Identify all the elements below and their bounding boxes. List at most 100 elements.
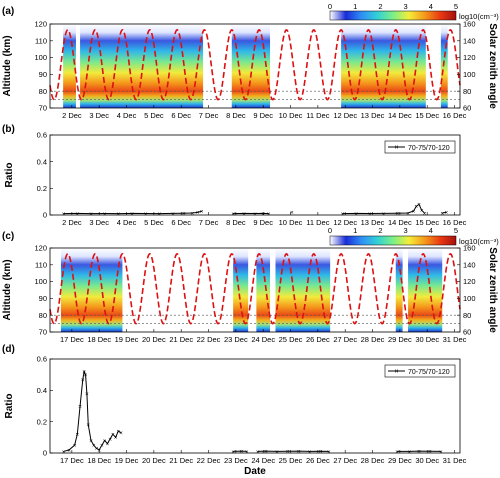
line-b-series: ×××××××××××××××××××××××××××××××× xyxy=(62,202,449,218)
ratio-point-marker: × xyxy=(78,403,82,410)
density-interval xyxy=(80,24,204,108)
legend-b-marker: × xyxy=(394,145,398,152)
panel-d-label: (d) xyxy=(2,344,15,355)
x-tick-label: 27 Dec xyxy=(333,335,357,344)
panel-c: (c) Altitude (km) Solar zenith angle 70 8… xyxy=(2,226,499,344)
ratio-point-marker: × xyxy=(106,441,110,448)
panel-d-xticks: 17 Dec 18 Dec 19 Dec 20 Dec 21 Dec 22 Dec 23 D… xyxy=(60,450,467,465)
legend-d: × 70-75/70-120 xyxy=(384,364,456,378)
x-tick-label: 11 Dec xyxy=(306,218,329,227)
y-tick-label: 100 xyxy=(463,294,476,303)
colorbar-tick-label: 4 xyxy=(429,2,433,11)
y-tick-label: 60 xyxy=(463,104,471,113)
ratio-point-marker: × xyxy=(245,449,249,456)
ratio-point-marker: × xyxy=(144,211,148,218)
x-tick-label: 16 Dec xyxy=(443,218,467,227)
ratio-point-marker: × xyxy=(439,449,443,456)
panel-d-xlabel: Date xyxy=(244,466,266,477)
colorbar-tick-label: 2 xyxy=(378,226,382,235)
x-tick-label: 21 Dec xyxy=(169,335,193,344)
ratio-point-marker: × xyxy=(354,211,358,218)
x-tick-label: 18 Dec xyxy=(87,456,111,465)
density-interval xyxy=(408,248,443,332)
x-tick-label: 20 Dec xyxy=(142,335,166,344)
y-tick-label: 0.6 xyxy=(37,131,47,140)
x-tick-label: 27 Dec xyxy=(333,456,357,465)
y-tick-label: 70 xyxy=(39,104,47,113)
colorbar-tick-label: 0 xyxy=(328,226,332,235)
x-tick-label: 20 Dec xyxy=(142,456,166,465)
colorbar-c-label: log10(cm⁻³) xyxy=(459,237,499,246)
ratio-point-marker: × xyxy=(114,435,118,442)
ratio-point-marker: × xyxy=(119,430,123,437)
colorbar-c-ticks: 0 1 2 3 4 5 xyxy=(328,226,458,235)
colorbar-tick-label: 5 xyxy=(454,2,458,11)
ratio-point-marker: × xyxy=(267,211,271,218)
x-tick-label: 8 Dec xyxy=(226,218,246,227)
legend-d-label: 70-75/70-120 xyxy=(408,369,450,376)
x-tick-label: 18 Dec xyxy=(87,335,111,344)
ratio-point-marker: × xyxy=(319,449,323,456)
x-tick-label: 22 Dec xyxy=(197,335,221,344)
colorbar-tick-label: 3 xyxy=(404,226,408,235)
y-tick-label: 160 xyxy=(463,244,476,253)
legend-b-label: 70-75/70-120 xyxy=(408,145,450,152)
x-tick-label: 4 Dec xyxy=(117,218,137,227)
ratio-point-marker: × xyxy=(264,449,268,456)
x-tick-label: 17 Dec xyxy=(60,456,84,465)
ratio-point-marker: × xyxy=(62,211,66,218)
panel-c-xticks: 17 Dec 18 Dec 19 Dec 20 Dec 21 Dec 22 Dec 23 D… xyxy=(60,329,467,344)
ratio-line-segment xyxy=(442,211,447,214)
x-tick-label: 2 Dec xyxy=(62,218,82,227)
x-tick-label: 8 Dec xyxy=(226,111,246,120)
colorbar-tick-label: 3 xyxy=(404,2,408,11)
y-tick-label: 80 xyxy=(463,311,471,320)
x-tick-label: 26 Dec xyxy=(306,456,330,465)
ratio-point-marker: × xyxy=(297,449,301,456)
x-tick-label: 14 Dec xyxy=(388,111,412,120)
panel-d-yticks: 0 0.2 0.4 0.6 xyxy=(37,355,53,458)
legend-d-marker: × xyxy=(394,369,398,376)
y-tick-label: 60 xyxy=(463,328,471,337)
colorbar-tick-label: 5 xyxy=(454,226,458,235)
legend-b-box xyxy=(384,140,456,154)
ratio-point-marker: × xyxy=(116,211,120,218)
colorbar-c: 0 1 2 3 4 5 log10(cm⁻³) xyxy=(328,226,499,246)
x-tick-label: 6 Dec xyxy=(171,218,191,227)
ratio-point-marker: × xyxy=(100,443,104,450)
x-tick-label: 14 Dec xyxy=(388,218,412,227)
ratio-point-marker: × xyxy=(408,449,412,456)
ratio-point-marker: × xyxy=(368,211,372,218)
x-tick-label: 26 Dec xyxy=(306,335,330,344)
ratio-point-marker: × xyxy=(116,428,120,435)
ratio-point-marker: × xyxy=(444,210,448,217)
ratio-point-marker: × xyxy=(417,449,421,456)
y-tick-label: 0.2 xyxy=(37,417,47,426)
colorbar-a: 0 1 2 3 4 5 log10(cm⁻³) xyxy=(328,2,499,21)
x-tick-label: 25 Dec xyxy=(279,335,303,344)
x-tick-label: 19 Dec xyxy=(115,456,139,465)
y-tick-label: 0.4 xyxy=(37,157,47,166)
ratio-point-marker: × xyxy=(414,204,418,211)
colorbar-tick-label: 1 xyxy=(353,226,357,235)
ratio-point-marker: × xyxy=(171,211,175,218)
density-interval xyxy=(440,24,448,108)
ratio-point-marker: × xyxy=(327,449,331,456)
colorbar-a-gradient xyxy=(329,10,457,21)
ratio-point-marker: × xyxy=(420,208,424,215)
y-tick-label: 120 xyxy=(463,277,476,286)
panel-c-yticks: 70 80 90 100 110 120 xyxy=(34,244,53,337)
ratio-point-marker: × xyxy=(108,436,112,443)
density-interval xyxy=(256,248,271,332)
y-tick-label: 160 xyxy=(463,20,476,29)
y-tick-label: 110 xyxy=(35,36,47,45)
x-tick-label: 31 Dec xyxy=(443,335,467,344)
x-tick-label: 28 Dec xyxy=(361,335,385,344)
density-interval xyxy=(341,24,426,108)
legend-b: × 70-75/70-120 xyxy=(384,140,456,154)
x-tick-label: 10 Dec xyxy=(279,111,303,120)
panel-d: ×××××××××××××××××××××××××××××××××××××× (… xyxy=(2,344,467,477)
colorbar-a-ticks: 0 1 2 3 4 5 xyxy=(328,2,458,11)
y-tick-label: 120 xyxy=(34,244,47,253)
y-tick-label: 120 xyxy=(34,20,47,29)
